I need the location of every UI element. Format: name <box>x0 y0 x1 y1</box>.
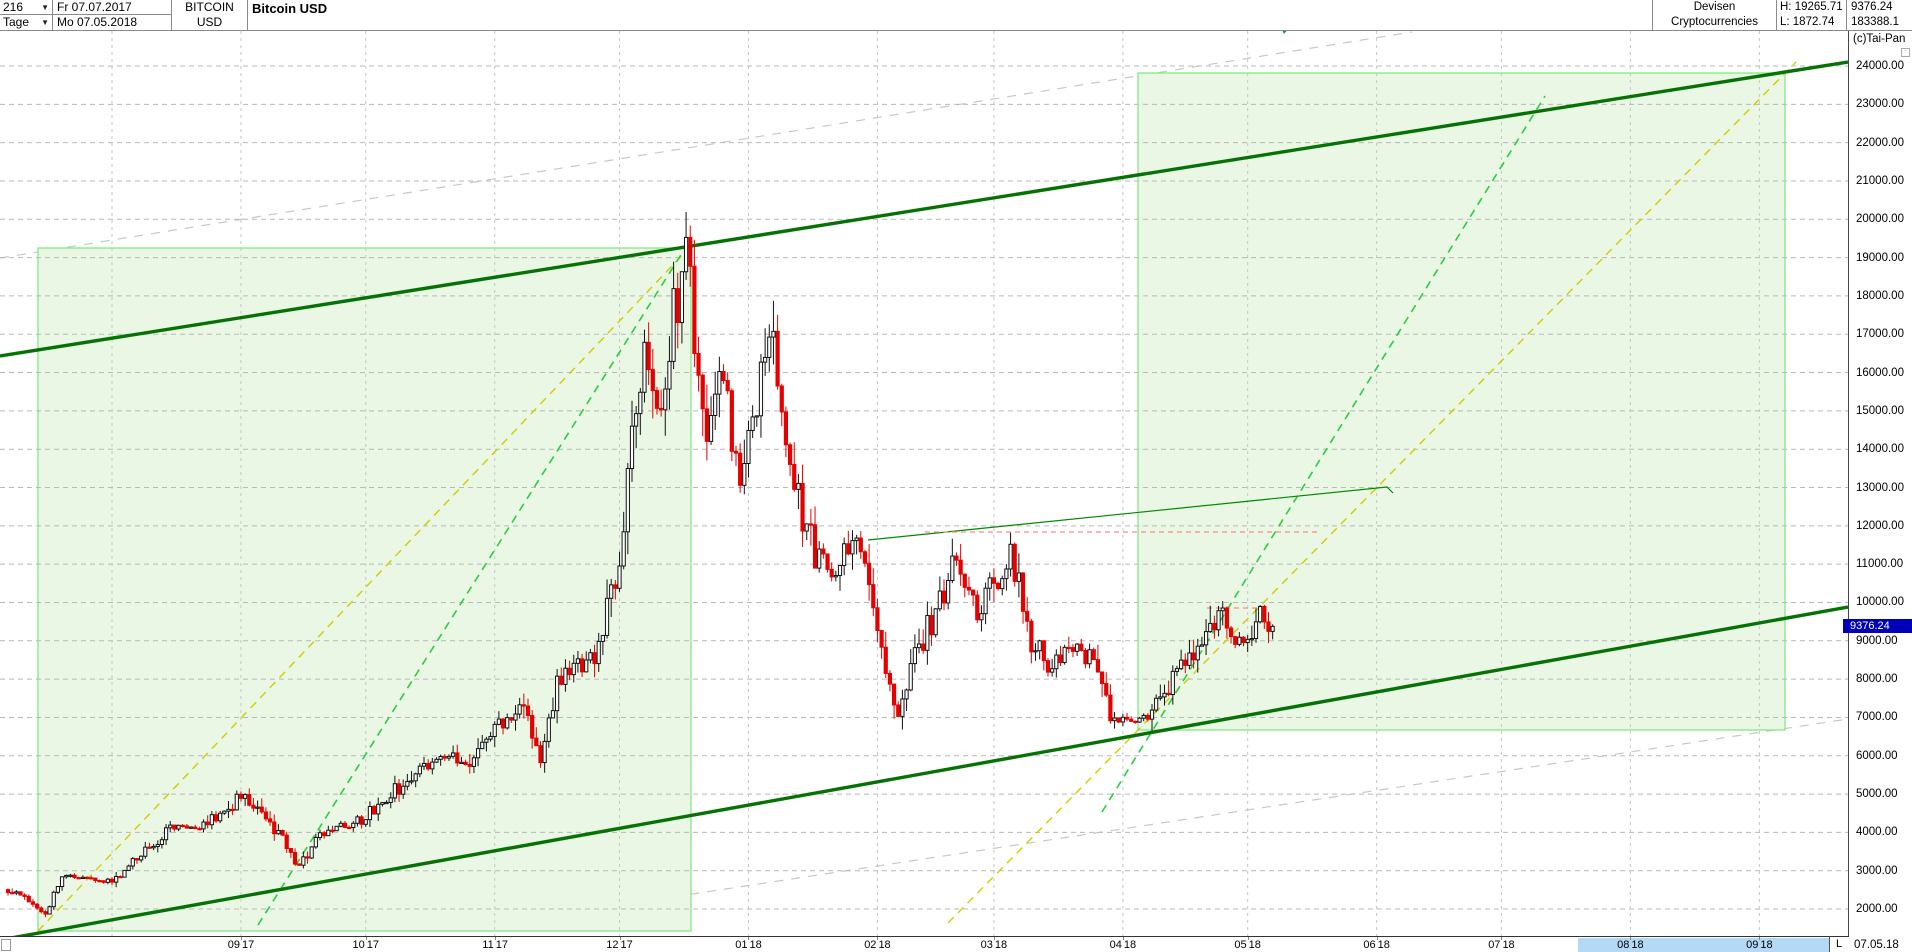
header-cell-symbol: BITCOIN USD <box>172 0 248 30</box>
last-quote: 9376.24 <box>1851 1 1893 13</box>
price-tick-label: 11000.00 <box>1856 558 1904 571</box>
price-tick-label: 21000.00 <box>1856 174 1904 187</box>
price-tick-label: 2000.00 <box>1856 903 1898 916</box>
gridlines <box>0 31 1848 936</box>
copyright-label: (c)Tai-Pan <box>1853 33 1906 45</box>
month-tick <box>494 937 496 940</box>
symbol-line1: BITCOIN <box>185 0 234 14</box>
month-label: 10 17 <box>352 939 380 951</box>
month-label: 09 17 <box>227 939 255 951</box>
price-axis[interactable]: (c)Tai-Pan - 24000.00 23000.00 22000.00 210… <box>1843 31 1912 952</box>
chevron-down-icon: ▼ <box>41 18 49 27</box>
month-tick <box>748 937 750 940</box>
month-label: 06 18 <box>1363 939 1390 951</box>
chart-header: 216 ▼ Tage ▼ Fr 07.07.2017 Mo 07.05.2018… <box>0 0 1912 31</box>
month-tick <box>1376 937 1378 940</box>
minor-trend-lines[interactable] <box>867 486 1394 609</box>
price-tick-label: 17000.00 <box>1856 328 1904 341</box>
header-cell-quote: 9376.24 183388.1 <box>1846 0 1912 30</box>
header-cell-dates: Fr 07.07.2017 Mo 07.05.2018 <box>53 0 172 30</box>
green-arrow-marker[interactable] <box>1280 31 1289 34</box>
price-tick-label: 23000.00 <box>1856 98 1904 111</box>
price-tick-label: 7000.00 <box>1856 711 1898 724</box>
period-high: H: 19265.71 <box>1780 1 1843 13</box>
month-label: 05 18 <box>1234 939 1261 951</box>
price-tick-label: 16000.00 <box>1856 366 1904 379</box>
month-tick <box>993 937 995 940</box>
price-tick-label: 19000.00 <box>1856 251 1904 264</box>
minimize-icon[interactable]: - <box>1901 48 1910 57</box>
month-label: 01 18 <box>735 939 762 951</box>
month-label: 09 18 <box>1746 939 1773 951</box>
trend-channel-lines[interactable] <box>0 60 1848 936</box>
last-date-label: 07.05.18 <box>1854 939 1899 951</box>
price-tick-label: 12000.00 <box>1856 519 1904 532</box>
price-tick-label: 24000.00 <box>1856 60 1904 72</box>
month-tick <box>1759 937 1761 940</box>
month-label: 12 17 <box>606 939 633 951</box>
month-tick <box>1630 937 1632 940</box>
month-tick <box>1247 937 1249 940</box>
price-tick-label: 20000.00 <box>1856 213 1904 226</box>
category-line1: Devisen <box>1693 1 1736 13</box>
axis-corner-box[interactable] <box>1 939 11 951</box>
symbol-line2: USD <box>196 15 223 29</box>
chart-title: Bitcoin USD <box>252 1 328 16</box>
month-label: 07 18 <box>1488 939 1515 951</box>
dashed-trend-lines[interactable] <box>37 61 1797 932</box>
chevron-down-icon: ▼ <box>41 2 49 12</box>
price-tick-label: 10000.00 <box>1856 596 1904 609</box>
month-tick <box>619 937 621 940</box>
price-chart-canvas[interactable] <box>0 31 1848 936</box>
timeframe-dropdown[interactable]: Tage ▼ <box>0 15 52 30</box>
timeframe-value: Tage <box>3 15 30 29</box>
month-tick <box>1501 937 1503 940</box>
l-button[interactable]: L <box>1829 936 1848 952</box>
bars-count-dropdown[interactable]: 216 ▼ <box>0 0 52 15</box>
price-tick-label: 22000.00 <box>1856 136 1904 149</box>
price-tick-label: 4000.00 <box>1856 826 1898 839</box>
price-tick-label: 5000.00 <box>1856 788 1898 801</box>
price-tick-label: 13000.00 <box>1856 481 1904 494</box>
candlesticks <box>5 211 1275 918</box>
time-axis[interactable]: 09 17 10 17 11 17 12 17 01 18 02 18 03 18 04 18 05 18 06 18… <box>0 936 1849 952</box>
price-tick-label: 8000.00 <box>1856 673 1898 686</box>
month-label: 02 18 <box>864 939 891 951</box>
price-tick-label: 15000.00 <box>1856 404 1904 417</box>
month-tick <box>877 937 879 940</box>
outer-channel-dashed-lines[interactable] <box>0 31 1848 931</box>
month-label: 03 18 <box>980 939 1008 951</box>
header-cell-category: Devisen Cryptocurrencies <box>1652 0 1776 30</box>
date-from[interactable]: Fr 07.07.2017 <box>53 0 171 15</box>
header-cell-bars: 216 ▼ Tage ▼ <box>0 0 53 30</box>
month-tick <box>1122 937 1124 940</box>
price-tick-label: 9000.00 <box>1856 634 1898 647</box>
price-tick-label: 18000.00 <box>1856 289 1904 302</box>
bars-count-value: 216 <box>3 0 24 14</box>
month-tick <box>240 937 242 940</box>
time-axis-selection[interactable] <box>1578 938 1830 952</box>
price-tick-label: 14000.00 <box>1856 443 1904 456</box>
month-label: 04 18 <box>1109 939 1137 951</box>
quote-aux-value: 183388.1 <box>1851 16 1899 28</box>
axis-separator <box>1848 31 1849 952</box>
price-tick-label: 3000.00 <box>1856 864 1898 877</box>
date-to[interactable]: Mo 07.05.2018 <box>57 15 138 29</box>
month-tick <box>365 937 367 940</box>
price-tick-label: 6000.00 <box>1856 749 1898 762</box>
category-line2: Cryptocurrencies <box>1671 16 1758 28</box>
month-label: 08 18 <box>1617 939 1644 951</box>
last-price-tag: 9376.24 <box>1843 619 1912 634</box>
month-label: 11 17 <box>482 939 508 951</box>
header-cell-high-low: H: 19265.71 L: 1872.74 <box>1776 0 1846 30</box>
trend-boxes[interactable] <box>37 72 1786 932</box>
period-low: L: 1872.74 <box>1780 16 1835 28</box>
